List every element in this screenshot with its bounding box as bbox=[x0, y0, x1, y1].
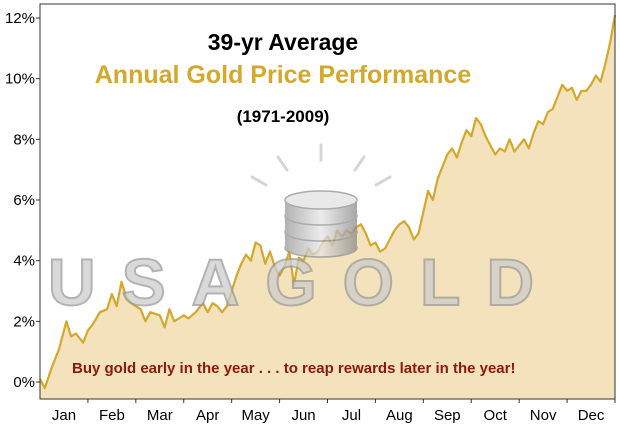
watermark-rays bbox=[250, 143, 392, 187]
x-tick-label: Jul bbox=[342, 407, 361, 424]
y-tick-label: 10% bbox=[5, 71, 35, 88]
x-tick-label: Mar bbox=[147, 407, 173, 424]
x-axis: Jan Feb Mar Apr May Jun Jul Aug Sep Oct Nov Dec bbox=[52, 399, 616, 424]
y-tick-label: 4% bbox=[13, 253, 35, 270]
chart-period: (1971-2009) bbox=[237, 107, 330, 126]
x-tick-label: Sep bbox=[434, 407, 461, 424]
chart-subtitle: Annual Gold Price Performance bbox=[95, 61, 472, 89]
chart-annotation: Buy gold early in the year . . . to reap… bbox=[72, 360, 515, 377]
y-tick-label: 8% bbox=[13, 131, 35, 148]
x-tick-label: Aug bbox=[386, 407, 413, 424]
x-tick-label: May bbox=[241, 407, 270, 424]
x-tick-label: Oct bbox=[484, 407, 508, 424]
y-tick-label: 6% bbox=[13, 192, 35, 209]
y-tick-label: 2% bbox=[13, 313, 35, 330]
x-tick-label: Jan bbox=[52, 407, 76, 424]
y-tick-label: 0% bbox=[13, 374, 35, 391]
watermark-text: USAGOLD bbox=[48, 245, 560, 319]
performance-area bbox=[40, 15, 615, 399]
x-tick-label: Feb bbox=[99, 407, 125, 424]
y-axis: 0% 2% 4% 6% 8% 10% 12% bbox=[5, 10, 40, 391]
chart-title: 39-yr Average bbox=[208, 29, 358, 55]
usagold-watermark: USAGOLD bbox=[47, 143, 560, 320]
y-tick-label: 12% bbox=[5, 10, 35, 27]
x-tick-label: Dec bbox=[578, 407, 605, 424]
x-tick-label: Jun bbox=[291, 407, 315, 424]
coin-stack-icon bbox=[284, 190, 358, 258]
x-tick-label: Apr bbox=[196, 407, 219, 424]
x-tick-label: Nov bbox=[530, 407, 557, 424]
